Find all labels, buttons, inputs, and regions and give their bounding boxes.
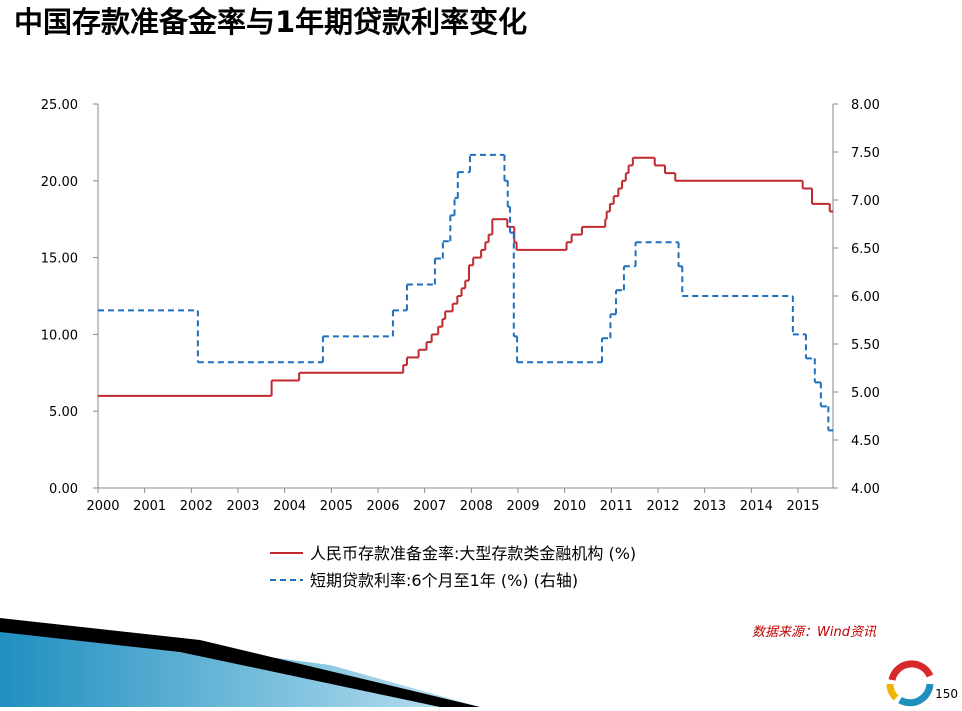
y-tick-label: 5.00 bbox=[49, 405, 78, 420]
x-tick-label: 2013 bbox=[693, 499, 726, 514]
y-tick-label: 25.00 bbox=[41, 98, 78, 113]
x-tick-label: 2004 bbox=[273, 499, 306, 514]
source-note: 数据来源：Wind资讯 bbox=[752, 625, 877, 640]
logo bbox=[886, 660, 934, 707]
x-tick-label: 2002 bbox=[180, 499, 213, 514]
y2-tick-label: 8.00 bbox=[851, 98, 880, 113]
page-number: 150 bbox=[935, 687, 958, 701]
legend-label: 人民币存款准备金率:大型存款类金融机构 (%) bbox=[310, 544, 636, 563]
y2-tick-label: 4.00 bbox=[851, 482, 880, 497]
x-tick-label: 2006 bbox=[366, 499, 399, 514]
y-tick-label: 20.00 bbox=[41, 175, 78, 190]
y-tick-label: 10.00 bbox=[41, 328, 78, 343]
y2-tick-label: 5.50 bbox=[851, 338, 880, 353]
x-tick-label: 2003 bbox=[226, 499, 259, 514]
x-tick-label: 2011 bbox=[600, 499, 633, 514]
x-tick-label: 2014 bbox=[740, 499, 773, 514]
chart-title: 中国存款准备金率与1年期贷款利率变化 bbox=[14, 5, 527, 39]
x-tick-label: 2015 bbox=[786, 499, 819, 514]
x-tick-label: 2005 bbox=[320, 499, 353, 514]
y2-tick-label: 6.00 bbox=[851, 290, 880, 305]
y-tick-label: 15.00 bbox=[41, 252, 78, 267]
x-tick-label: 2001 bbox=[133, 499, 166, 514]
legend-label: 短期贷款利率:6个月至1年 (%) (右轴) bbox=[310, 571, 578, 590]
x-tick-label: 2007 bbox=[413, 499, 446, 514]
y2-tick-label: 7.00 bbox=[851, 194, 880, 209]
y2-tick-label: 5.00 bbox=[851, 386, 880, 401]
y2-tick-label: 6.50 bbox=[851, 242, 880, 257]
x-tick-label: 2012 bbox=[646, 499, 679, 514]
x-tick-label: 2008 bbox=[460, 499, 493, 514]
x-tick-label: 2010 bbox=[553, 499, 586, 514]
y-tick-label: 0.00 bbox=[49, 482, 78, 497]
y2-tick-label: 4.50 bbox=[851, 434, 880, 449]
decoration bbox=[0, 618, 480, 707]
x-tick-label: 2000 bbox=[86, 499, 119, 514]
y2-tick-label: 7.50 bbox=[851, 146, 880, 161]
x-tick-label: 2009 bbox=[506, 499, 539, 514]
